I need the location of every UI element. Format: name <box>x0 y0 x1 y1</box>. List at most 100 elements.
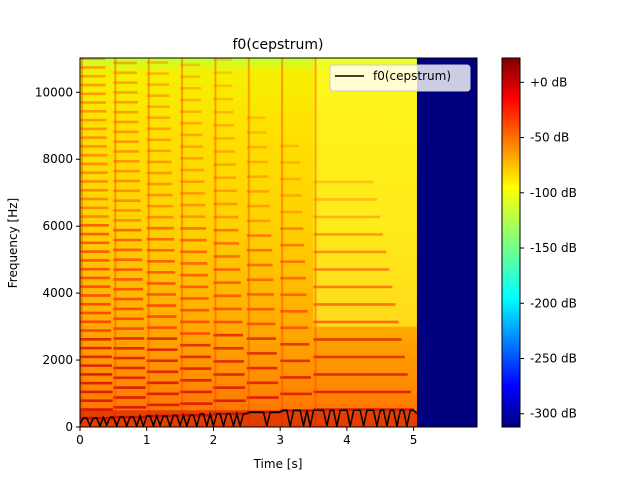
harmonic-band <box>180 297 209 300</box>
harmonic-band <box>80 390 113 394</box>
harmonic-band <box>80 74 106 78</box>
harmonic-band <box>113 287 143 291</box>
harmonic-band <box>113 219 142 222</box>
harmonic-band <box>146 149 172 153</box>
onset-transient <box>181 58 184 427</box>
harmonic-band <box>80 110 107 113</box>
harmonic-band <box>80 92 106 96</box>
harmonic-band <box>180 133 203 137</box>
y-tick-label: 4000 <box>42 286 73 300</box>
harmonic-band <box>80 329 112 332</box>
harmonic-band <box>246 293 274 296</box>
harmonic-band <box>113 209 141 212</box>
harmonic-band <box>80 118 107 122</box>
note-harmonics <box>180 58 214 427</box>
harmonic-band <box>146 282 176 285</box>
harmonic-band <box>146 337 178 340</box>
harmonic-band <box>313 355 405 359</box>
harmonic-band <box>113 346 145 350</box>
harmonic-band <box>213 84 233 88</box>
harmonic-band <box>213 189 237 193</box>
harmonic-band <box>246 322 276 326</box>
harmonic-band <box>80 206 109 210</box>
harmonic-band <box>180 157 204 160</box>
colorbar-ticks: +0 dB -50 dB -100 dB -150 dB -200 dB -250 dB -… <box>520 75 577 421</box>
harmonic-band <box>246 234 272 237</box>
colorbar-tick-label: -100 dB <box>530 186 577 200</box>
harmonic-band <box>213 97 234 101</box>
harmonic-band <box>246 160 268 164</box>
x-tick-label: 2 <box>210 433 218 447</box>
x-tick-label: 4 <box>343 433 351 447</box>
harmonic-band <box>213 281 241 284</box>
colorbar-tick-label: -150 dB <box>530 241 577 255</box>
harmonic-band <box>313 268 390 271</box>
harmonic-band <box>113 258 143 262</box>
onset-transient <box>281 58 284 427</box>
harmonic-band <box>80 364 112 367</box>
harmonic-band <box>246 396 279 399</box>
colorbar-tick-label: -300 dB <box>530 407 577 421</box>
harmonic-band <box>280 293 307 297</box>
harmonic-band <box>80 355 112 359</box>
harmonic-band <box>180 262 208 265</box>
harmonic-band <box>313 180 374 184</box>
harmonic-band <box>180 343 211 347</box>
harmonic-band <box>246 131 267 134</box>
legend: f0(cepstrum) <box>329 64 471 92</box>
harmonic-band <box>113 199 141 202</box>
harmonic-band <box>146 171 172 175</box>
harmonic-band <box>113 81 138 84</box>
harmonic-band <box>80 127 107 131</box>
x-tick-label: 3 <box>276 433 284 447</box>
harmonic-band <box>246 219 271 223</box>
harmonic-band <box>80 171 108 174</box>
harmonic-band <box>180 98 202 102</box>
harmonic-band <box>146 193 173 197</box>
harmonic-band <box>313 320 399 324</box>
harmonic-band <box>313 373 408 376</box>
harmonic-band <box>280 194 302 197</box>
harmonic-band <box>146 237 175 241</box>
harmonic-band <box>113 297 144 301</box>
harmonic-band <box>113 317 144 321</box>
harmonic-band <box>146 271 176 274</box>
harmonic-band <box>313 390 411 394</box>
harmonic-band <box>246 190 270 193</box>
harmonic-band <box>80 153 108 157</box>
harmonic-band <box>280 359 311 363</box>
harmonic-band <box>213 346 244 350</box>
harmonic-band <box>80 66 106 69</box>
y-axis: 0 2000 4000 6000 8000 10000 <box>35 85 80 434</box>
harmonic-band <box>180 192 205 195</box>
harmonic-band <box>246 278 274 282</box>
harmonic-band <box>80 145 108 148</box>
harmonic-band <box>213 202 238 206</box>
note-harmonics <box>313 58 414 427</box>
harmonic-band <box>180 121 203 125</box>
x-tick-label: 5 <box>410 433 418 447</box>
harmonic-band <box>146 403 180 407</box>
harmonic-band <box>313 215 381 219</box>
harmonic-band <box>80 294 111 297</box>
harmonic-band <box>180 332 210 335</box>
x-tick-label: 0 <box>76 433 84 447</box>
harmonic-band <box>313 198 378 201</box>
harmonic-band <box>113 189 141 193</box>
note-harmonics <box>80 58 114 427</box>
legend-entry-f0: f0(cepstrum) <box>373 69 451 83</box>
harmonic-band <box>280 376 311 379</box>
onset-transient <box>314 58 317 427</box>
harmonic-band <box>246 352 277 355</box>
harmonic-band <box>146 348 178 351</box>
harmonic-band <box>146 359 178 363</box>
harmonic-band <box>146 182 173 186</box>
onset-transient <box>147 58 150 427</box>
note-harmonics <box>213 58 247 427</box>
harmonic-band <box>80 101 107 104</box>
harmonic-band <box>146 326 177 329</box>
harmonic-band <box>280 392 312 396</box>
y-tick-label: 10000 <box>35 85 73 99</box>
